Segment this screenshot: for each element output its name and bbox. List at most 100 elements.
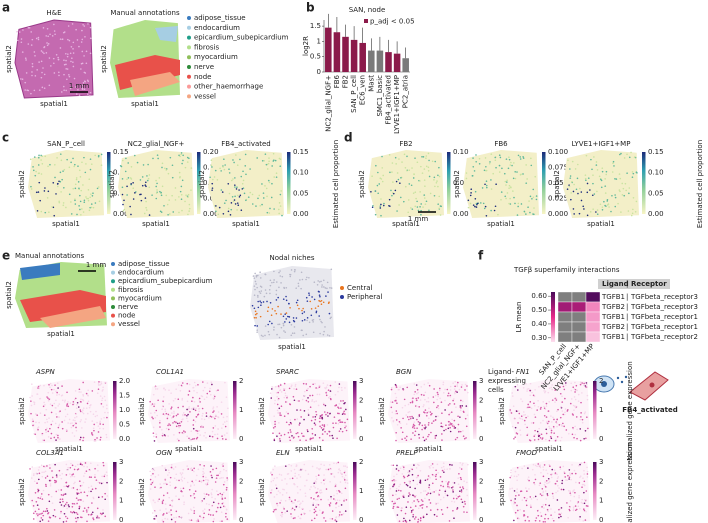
spot xyxy=(300,271,303,274)
spot xyxy=(72,48,74,50)
spot xyxy=(555,399,558,401)
spot xyxy=(325,413,327,416)
spot xyxy=(320,427,323,429)
spot xyxy=(429,476,431,479)
spot xyxy=(172,399,175,402)
spot xyxy=(325,488,328,490)
x-axis-label: spatial1 xyxy=(131,100,159,108)
spot xyxy=(334,485,337,487)
spot xyxy=(412,423,415,426)
spot xyxy=(192,481,194,484)
spot xyxy=(226,477,228,479)
spot xyxy=(341,389,343,392)
spot xyxy=(343,498,346,501)
spot xyxy=(297,492,299,494)
spot xyxy=(87,389,89,392)
spot xyxy=(517,509,519,512)
gene-title: COL3A1 xyxy=(36,449,64,457)
spot xyxy=(104,473,106,476)
spot xyxy=(260,301,263,304)
spot xyxy=(558,424,561,426)
spot xyxy=(393,480,396,483)
spot xyxy=(184,431,186,433)
spot xyxy=(165,508,167,510)
spot xyxy=(44,510,47,513)
spot xyxy=(96,421,98,424)
spot xyxy=(546,494,549,497)
spot xyxy=(72,41,75,44)
spot xyxy=(192,427,195,430)
spot xyxy=(424,409,427,411)
spot xyxy=(65,52,67,55)
spot xyxy=(412,432,414,434)
spot xyxy=(303,418,305,421)
spot xyxy=(55,479,57,482)
spot xyxy=(622,187,625,190)
spot xyxy=(323,286,325,288)
spot xyxy=(74,163,76,166)
spot xyxy=(290,422,293,425)
spot xyxy=(371,175,373,178)
spot xyxy=(75,178,78,181)
spot xyxy=(577,192,579,195)
spot xyxy=(420,386,423,388)
spot xyxy=(190,439,192,441)
spot xyxy=(399,386,401,389)
spot xyxy=(490,209,492,212)
spot xyxy=(202,389,205,392)
spot xyxy=(275,312,278,315)
spot xyxy=(339,472,342,474)
spot xyxy=(533,404,536,407)
spot xyxy=(341,430,344,433)
spot xyxy=(83,199,86,202)
spot xyxy=(490,188,493,190)
spot xyxy=(545,422,548,424)
spot xyxy=(569,494,572,496)
spot xyxy=(419,422,421,424)
spot xyxy=(428,484,431,486)
spot xyxy=(230,208,233,211)
spot xyxy=(579,439,582,442)
colorbar-tick-label: 0.00 xyxy=(648,210,664,218)
spot xyxy=(285,421,288,424)
spot xyxy=(456,391,458,393)
spot xyxy=(220,477,223,479)
spot xyxy=(22,29,24,31)
spot xyxy=(90,206,93,209)
spot xyxy=(100,153,103,156)
spot xyxy=(277,490,280,492)
spot xyxy=(537,438,540,441)
spot xyxy=(261,159,264,162)
spot xyxy=(556,477,559,480)
tissue xyxy=(250,266,334,340)
spot xyxy=(411,167,413,169)
spot xyxy=(186,465,188,467)
spot xyxy=(134,154,136,157)
spot xyxy=(62,202,65,204)
spot xyxy=(418,413,421,416)
spot xyxy=(310,497,312,499)
spot xyxy=(211,187,214,189)
spot xyxy=(44,404,46,406)
spot xyxy=(82,184,84,186)
spot xyxy=(151,468,154,471)
spot xyxy=(71,422,73,424)
spot xyxy=(310,437,313,440)
spot xyxy=(392,507,394,510)
spot xyxy=(402,468,405,471)
spot xyxy=(509,164,512,166)
spot xyxy=(436,406,438,409)
spot xyxy=(405,414,408,416)
spot xyxy=(76,519,79,521)
spot xyxy=(30,92,32,95)
spot xyxy=(37,191,40,193)
spot xyxy=(579,475,582,478)
spot xyxy=(533,481,535,484)
spot xyxy=(62,506,65,508)
spot xyxy=(413,421,416,423)
spot xyxy=(523,465,526,467)
spot xyxy=(431,422,433,424)
spot xyxy=(559,392,562,395)
spot xyxy=(18,31,21,33)
spot xyxy=(267,306,270,309)
